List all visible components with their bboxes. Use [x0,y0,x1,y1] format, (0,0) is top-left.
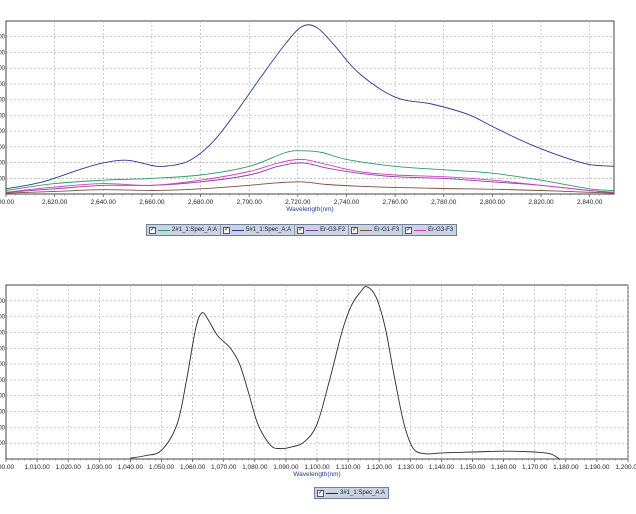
legend-checkbox[interactable]: ✓ [149,226,156,234]
y-tick-label: .00 [0,362,6,368]
y-tick-label: .00 [0,330,6,336]
series-line-3 [6,181,614,194]
x-tick-label: 1,180.00 [553,464,579,471]
plot-area [5,20,615,195]
y-tick-label: .00 [0,346,6,352]
legend-item[interactable]: ✓ 2#1_1:Spec_A:A [147,225,222,235]
x-tick-label: 2,740.00 [334,199,360,206]
legend-top: ✓ 2#1_1:Spec_A:A ✓ 5#1_1:Spec_A:A ✓ Er-G3-F2 ✓… [146,224,458,236]
y-tick-label: .00 [0,315,6,321]
x-tick-label: 2,620.00 [42,199,68,206]
legend-label: 2#1_1:Spec_A:A [172,227,218,233]
legend-swatch [360,229,373,231]
x-tick-label: 2,720.00 [285,199,311,206]
chart-bottom-canvas: 00.00 1,010.00 1,020.00 1,030.00 1,040.00 1,0… [0,284,636,478]
legend-checkbox[interactable]: ✓ [223,226,231,234]
series-line-0 [130,286,560,459]
x-tick-label: 1,150.00 [460,464,486,471]
y-tick-label: .00 [0,378,6,384]
x-tick-label: 1,140.00 [429,464,455,471]
x-tick-label: 2,800.00 [480,199,506,206]
x-tick-label: 1,070.00 [211,464,237,471]
x-tick-label: 1,120.00 [367,464,393,471]
series-line-1 [6,24,614,190]
y-tick-label: .00 [0,441,6,447]
spectrum-chart-bottom: 00.00 1,010.00 1,020.00 1,030.00 1,040.00 1,0… [0,258,636,514]
x-tick-label: 1,100.00 [304,464,330,471]
series-line-2 [6,162,614,193]
x-tick-label: 2,760.00 [382,199,408,206]
x-tick-label: 2,700.00 [237,199,263,206]
x-tick-label: 2,780.00 [431,199,457,206]
y-tick-label: .00 [0,82,6,88]
plot-area [5,284,629,460]
legend-checkbox[interactable]: ✓ [317,489,324,497]
y-tick-label: .00 [0,161,6,167]
y-tick-label: .00 [0,50,6,56]
x-axis-label: Wavelength(nm) [293,471,340,478]
spectrum-chart-top: 00.00 2,620.00 2,640.00 2,660.00 2,680.00 2,7… [0,0,636,244]
y-tick-label: .00 [0,410,6,416]
legend-swatch [232,229,245,231]
legend-item[interactable]: ✓ Er-G1-F3 [349,225,404,235]
chart-top-canvas: 00.00 2,620.00 2,640.00 2,660.00 2,680.00 2,7… [0,20,615,213]
y-tick-label: .00 [0,35,6,41]
legend-label: Er-G3-F3 [428,227,454,233]
x-tick-label: 1,130.00 [398,464,424,471]
x-tick-label: 1,160.00 [491,464,517,471]
legend-swatch [414,229,427,231]
y-tick-label: .00 [0,299,6,305]
legend-swatch [306,229,319,231]
x-tick-label: 2,840.00 [577,199,603,206]
y-tick-label: .00 [0,394,6,400]
x-tick-label: 1,090.00 [273,464,299,471]
legend-label: 3#1_1:Spec_A:A [340,490,386,496]
x-tick-label: 1,200.00 [615,464,636,471]
x-tick-label: 1,040.00 [118,464,144,471]
x-tick-label: 00.00 [0,199,15,206]
y-tick-label: .00 [0,113,6,119]
legend-checkbox[interactable]: ✓ [351,226,359,234]
legend-item[interactable]: ✓ Er-G3-F3 [403,225,456,235]
x-tick-label: 00.00 [0,464,15,471]
y-tick-label: .00 [0,129,6,135]
x-tick-label: 2,660.00 [139,199,165,206]
y-tick-label: .00 [0,176,6,182]
x-tick-label: 1,110.00 [336,464,361,471]
panel-separator [0,244,636,258]
y-tick-label: .00 [0,425,6,431]
x-tick-label: 1,010.00 [24,464,50,471]
x-tick-label: 2,680.00 [188,199,214,206]
y-tick-label: .00 [0,145,6,151]
legend-checkbox[interactable]: ✓ [405,226,413,234]
legend-item[interactable]: ✓ Er-G3-F2 [295,225,350,235]
legend-swatch [158,229,170,231]
x-tick-label: 1,060.00 [180,464,206,471]
legend-swatch [326,492,338,494]
legend-label: Er-G3-F2 [320,227,346,233]
series-line-0 [6,150,614,191]
x-tick-label: 2,640.00 [91,199,117,206]
x-tick-label: 1,080.00 [242,464,268,471]
x-axis-label: Wavelength(nm) [286,206,333,213]
x-tick-label: 1,190.00 [584,464,610,471]
y-tick-label: .00 [0,66,6,72]
legend-bottom: ✓ 3#1_1:Spec_A:A [314,487,390,499]
x-tick-label: 2,820.00 [528,199,554,206]
series-line-4 [6,158,614,193]
x-tick-label: 1,030.00 [87,464,113,471]
legend-label: 5#1_1:Spec_A:A [246,227,292,233]
x-tick-label: 1,020.00 [56,464,82,471]
legend-checkbox[interactable]: ✓ [297,226,305,234]
y-tick-label: .00 [0,98,6,104]
x-tick-label: 1,050.00 [149,464,175,471]
legend-item[interactable]: ✓ 3#1_1:Spec_A:A [315,488,388,498]
legend-label: Er-G1-F3 [374,227,400,233]
legend-item[interactable]: ✓ 5#1_1:Spec_A:A [221,225,296,235]
x-tick-label: 1,170.00 [522,464,548,471]
